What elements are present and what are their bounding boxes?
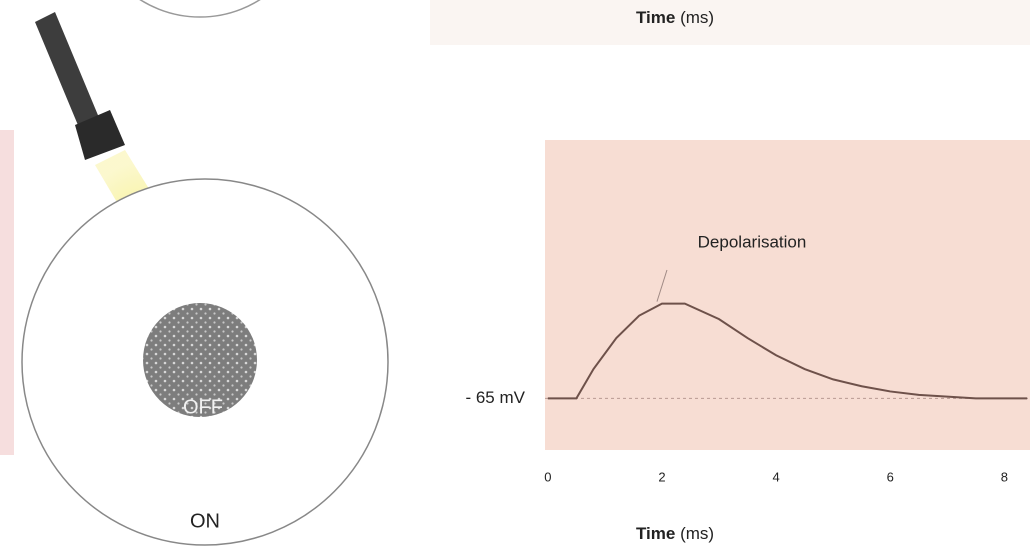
label-unit: (ms) — [680, 524, 714, 543]
line — [547, 302, 1028, 400]
plot-area — [545, 140, 1030, 450]
annotation-leader — [656, 269, 668, 302]
x-tick-label: 4 — [772, 469, 779, 484]
off-center — [143, 303, 257, 417]
x-tick-label: 0 — [544, 469, 551, 484]
y-tick-label: - 65 mV — [465, 388, 525, 407]
center-label: OFF — [183, 396, 223, 418]
surround-label: ON — [190, 510, 220, 532]
flashlight — [35, 12, 125, 160]
chart: 0 2 4 6 8 - 65 mV Depolarisation — [465, 232, 1030, 484]
x-axis-label: Time (ms) — [636, 524, 714, 543]
label-main: Time — [636, 524, 675, 543]
left-panel-fragment — [0, 130, 14, 455]
label-unit: (ms) — [680, 8, 714, 27]
annotation: Depolarisation — [698, 232, 807, 251]
label-main: Time — [636, 8, 675, 27]
top-x-axis-label: Time (ms) — [636, 8, 714, 27]
x-tick-label: 2 — [658, 469, 665, 484]
x-tick-label: 8 — [1001, 469, 1008, 484]
upper-receptive-field — [139, 0, 261, 18]
upper-panel-fragment — [430, 0, 1030, 45]
x-tick-label: 6 — [887, 469, 894, 484]
